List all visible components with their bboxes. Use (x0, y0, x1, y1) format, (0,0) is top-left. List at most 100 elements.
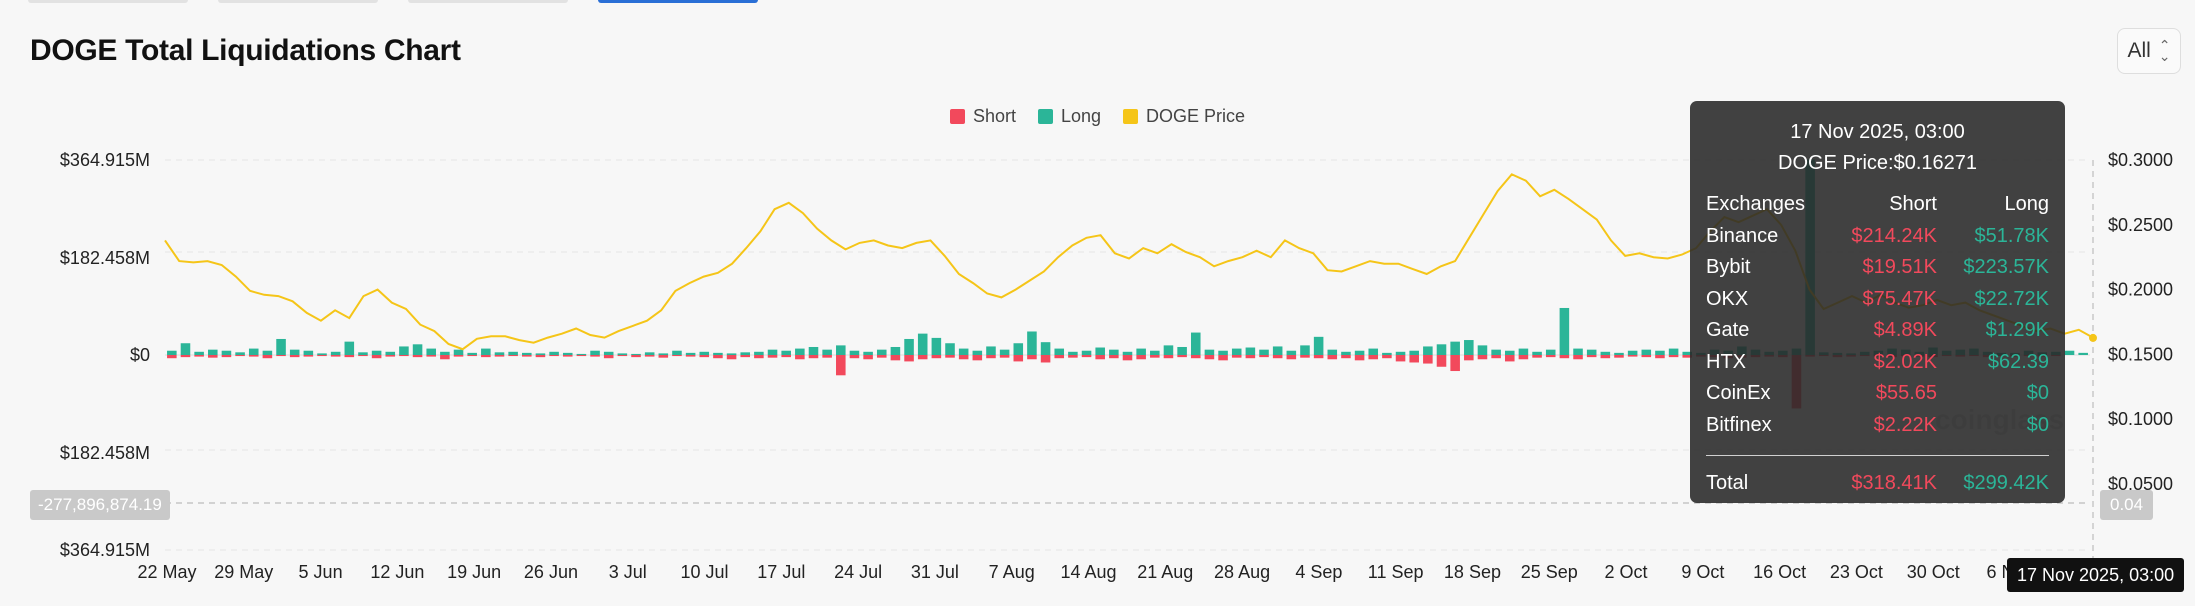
long-bar (344, 341, 355, 355)
long-bar (999, 349, 1010, 355)
legend-swatch-price (1123, 109, 1139, 124)
short-bar (522, 355, 532, 357)
tooltip-exchange: Binance (1706, 224, 1779, 247)
long-bar (1655, 350, 1665, 355)
short-bar (644, 355, 655, 357)
x-tick-label: 29 May (214, 562, 273, 582)
top-tab-4[interactable] (598, 0, 758, 3)
short-bar (399, 355, 409, 357)
short-bar (836, 355, 846, 376)
legend-label-price: DOGE Price (1146, 106, 1246, 126)
short-bar (358, 355, 368, 357)
short-bar (208, 355, 218, 358)
top-tab-1[interactable] (28, 0, 188, 3)
short-bar (549, 355, 559, 357)
x-tick-label: 2 Oct (1605, 562, 1648, 582)
short-bar (1190, 355, 1201, 359)
long-bar (658, 353, 669, 355)
x-tick-label: 5 Jun (299, 562, 343, 582)
short-bar (1341, 355, 1351, 359)
long-bar (1354, 350, 1365, 355)
short-bar (1504, 355, 1515, 362)
long-bar (180, 343, 191, 355)
long-bar (1204, 349, 1215, 355)
y-left-tick-label: $182.458M (60, 248, 150, 268)
tooltip-long: $22.72K (1974, 287, 2049, 310)
legend-label-long: Long (1060, 106, 1102, 126)
short-bar (1177, 355, 1187, 358)
long-bar (1559, 307, 1570, 355)
chart-title: DOGE Total Liquidations Chart (30, 34, 461, 67)
short-bar (1245, 355, 1256, 359)
short-bar (808, 355, 819, 359)
x-tick-label: 18 Sep (1444, 562, 1501, 582)
long-bar (1327, 349, 1338, 355)
crosshair-left-value: -277,896,874.19 (30, 490, 170, 520)
short-bar (1231, 355, 1242, 358)
short-bar (1163, 355, 1174, 359)
tooltip-short: $214.24K (1851, 224, 1937, 247)
short-bar (330, 355, 341, 357)
y-right-tick-label: $0.2000 (2108, 280, 2173, 300)
short-bar (1545, 355, 1556, 358)
long-bar (1095, 347, 1105, 355)
tooltip-long: $62.39 (1987, 350, 2049, 373)
long-bar (1136, 348, 1146, 355)
long-bar (1586, 349, 1597, 355)
short-bar (467, 355, 477, 357)
long-bar (1627, 350, 1638, 355)
long-bar (863, 351, 873, 355)
short-bar (562, 355, 573, 357)
legend-item-long[interactable]: Long (1037, 106, 1102, 127)
tooltip-row: Bybit $19.51K $223.57K (1706, 252, 2049, 284)
long-bar (1081, 350, 1092, 355)
long-bar (1341, 351, 1351, 355)
long-bar (1163, 345, 1174, 355)
long-bar (358, 352, 368, 355)
top-tab-3[interactable] (408, 0, 568, 3)
y-right-tick-label: $0.1000 (2108, 409, 2173, 429)
short-bar (590, 355, 600, 357)
legend-item-short[interactable]: Short (949, 106, 1016, 127)
long-bar (494, 352, 505, 355)
short-bar (289, 355, 300, 358)
long-bar (1245, 347, 1256, 355)
short-bar (1614, 355, 1624, 358)
long-bar (549, 351, 559, 355)
long-bar (440, 351, 450, 355)
short-bar (1586, 355, 1597, 358)
long-bar (1382, 352, 1392, 355)
long-bar (1614, 352, 1624, 355)
tooltip-long: $0 (2026, 413, 2049, 436)
tooltip-exchange: Bitfinex (1706, 413, 1772, 436)
long-bar (1464, 340, 1474, 355)
long-bar (1545, 349, 1556, 355)
long-bar (371, 350, 382, 355)
short-bar (1395, 355, 1406, 362)
short-bar (986, 355, 996, 359)
long-bar (467, 352, 477, 355)
short-bar (1409, 355, 1419, 363)
long-bar (644, 352, 655, 355)
tooltip-header-long: Long (2004, 193, 2050, 216)
short-bar (412, 355, 423, 358)
x-tick-label: 3 Jul (609, 562, 647, 582)
long-bar (1122, 351, 1133, 355)
short-bar (1272, 355, 1283, 359)
x-tick-label: 16 Oct (1753, 562, 1806, 582)
long-bar (631, 353, 641, 355)
tooltip-row: OKX $75.47K $22.72K (1706, 284, 2049, 316)
top-tabs (28, 0, 758, 6)
top-tab-2[interactable] (218, 0, 378, 3)
short-bar (1573, 355, 1583, 360)
y-right-tick-label: $0.3000 (2108, 150, 2173, 170)
long-bar (1286, 350, 1297, 355)
short-bar (1327, 355, 1338, 360)
short-bar (1518, 355, 1529, 360)
long-bar (1668, 348, 1679, 355)
short-bar (1491, 355, 1501, 359)
range-select[interactable]: All ⌃ ⌄ (2117, 28, 2181, 74)
legend-item-price[interactable]: DOGE Price (1123, 106, 1245, 127)
short-bar (1641, 355, 1652, 358)
long-bar (426, 348, 437, 355)
